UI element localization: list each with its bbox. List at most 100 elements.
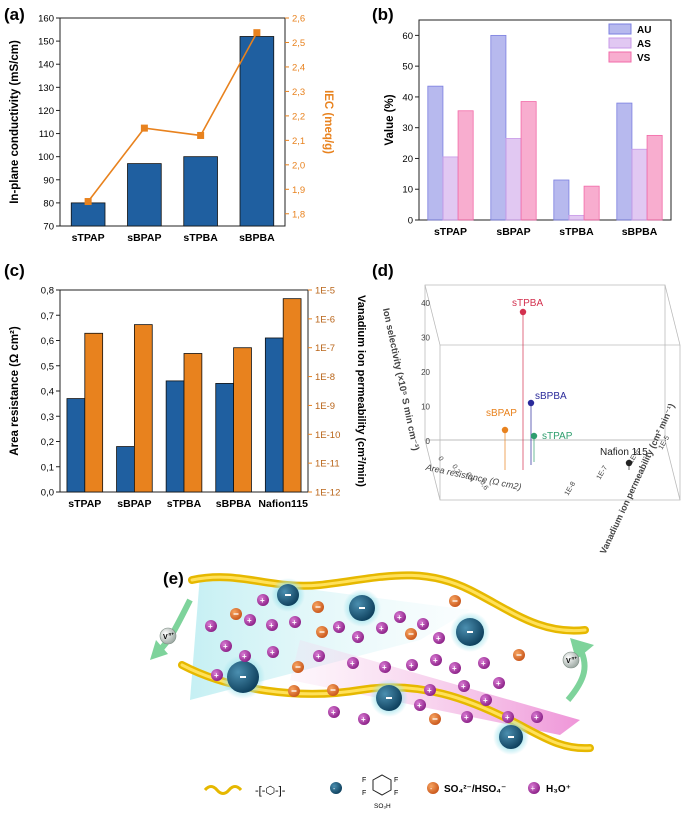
a-iec-polyline — [87, 32, 258, 203]
c-bar-resistance-sBPBA — [215, 383, 235, 493]
panel-a-y2-ticks: 1,8 1,9 2,0 2,1 2,2 2,3 2,4 2,5 2,6 — [285, 14, 305, 220]
b-xlabel: sBPBA — [622, 226, 658, 238]
svg-text:+: + — [452, 664, 457, 673]
svg-text:+: + — [336, 623, 341, 632]
b-bar-sBPBA-VS — [646, 134, 663, 221]
b-bar-sTPAP-VS — [457, 110, 474, 221]
hydronium-ion — [211, 669, 223, 681]
vanadium-ion-sup: n+ — [169, 632, 175, 637]
legend-sulfate-label: SO₄²⁻/HSO₄⁻ — [444, 784, 506, 795]
panel-e-particles: + + + + + + + + + + + + + + + + + + + + + + + + + + + + + + + + — [205, 578, 543, 755]
panel-a-x-labels: sTPAP sBPAP sTPBA sBPBA — [72, 232, 276, 244]
svg-text:+: + — [316, 652, 321, 661]
hydronium-ion — [478, 657, 490, 669]
d-point-label: sTPBA — [512, 298, 543, 309]
a-y2tick-label: 2,0 — [292, 160, 305, 171]
hydronium-ion — [289, 616, 301, 628]
a-ytick-label: 120 — [38, 106, 54, 117]
a-iec-point-sTPBA — [197, 131, 205, 139]
panel-c-y-label: Area resistance (Ω cm²) — [9, 326, 21, 456]
a-bar-sTPAP — [70, 202, 106, 227]
a-ytick-label: 90 — [43, 175, 54, 186]
panel-b-bars — [427, 34, 663, 221]
svg-text:+: + — [417, 701, 422, 710]
a-iec-point-sBPAP — [140, 124, 148, 132]
svg-text:+: + — [247, 616, 252, 625]
b-ytick-label: 50 — [402, 62, 413, 73]
c-xlabel: sTPAP — [68, 498, 101, 510]
b-xlabel: sTPBA — [559, 226, 594, 238]
hydronium-ion — [205, 620, 217, 632]
c-bar-resistance-Nafion115 — [264, 337, 284, 493]
panel-c: (c) 0,00,10,20,30,40,50,60,70,8 1E-12 1E-… — [4, 261, 367, 510]
panel-e-legend: -[-⬡-]- - F F F F SO₃H - SO₄²⁻/HSO₄⁻ + H… — [203, 774, 571, 810]
panel-e-label: (e) — [163, 569, 184, 588]
svg-text:+: + — [433, 656, 438, 665]
c-bar-permeability-sBPBA — [233, 347, 252, 493]
b-legend-swatch-VS — [608, 51, 632, 63]
svg-text:+: + — [355, 633, 360, 642]
d-ztick-label: 30 — [421, 334, 430, 343]
hydronium-ion — [493, 677, 505, 689]
panel-c-label: (c) — [4, 261, 25, 280]
svg-text:+: + — [505, 713, 510, 722]
b-ytick-label: 20 — [402, 154, 413, 165]
c-y2tick-label: 1E-5 — [315, 286, 335, 297]
a-ytick-label: 80 — [43, 198, 54, 209]
legend-f-2: F — [394, 777, 398, 784]
hydronium-ion — [502, 711, 514, 723]
legend-polymer-bracket: -[-⬡-]- — [255, 785, 286, 797]
svg-text:+: + — [427, 686, 432, 695]
c-ytick-label: 0,8 — [41, 286, 54, 297]
c-y2tick-label: 1E-12 — [315, 488, 340, 499]
svg-text:+: + — [461, 682, 466, 691]
c-y2tick-label: 1E-7 — [315, 343, 335, 354]
a-ytick-label: 160 — [38, 14, 54, 25]
legend-polymer-icon — [203, 785, 243, 795]
c-ytick-label: 0,0 — [41, 488, 54, 499]
svg-text:+: + — [409, 661, 414, 670]
panel-d-z-label: Ion selectivity (×10⁵ S min cm⁻³) — [380, 307, 421, 452]
d-point-label: sTPAP — [542, 431, 573, 442]
svg-text:+: + — [270, 648, 275, 657]
panel-c-x-labels: sTPAP sBPAP sTPBA sBPBA Nafion115 — [68, 498, 308, 510]
b-ytick-label: 10 — [402, 185, 413, 196]
hydronium-ion — [333, 621, 345, 633]
d-ytick-label: 1E-8 — [564, 481, 578, 497]
b-bar-sTPBA-AU — [553, 179, 570, 221]
panel-a-y-label: In-plane conductivity (mS/cm) — [9, 40, 21, 204]
a-y2tick-label: 1,8 — [292, 209, 305, 220]
a-iec-point-sBPBA — [253, 29, 261, 37]
svg-text:+: + — [379, 624, 384, 633]
c-xlabel: Nafion115 — [258, 498, 308, 510]
svg-text:+: + — [397, 613, 402, 622]
vanadium-ion-label: V — [566, 658, 571, 665]
panel-d-x-label: Area resistance (Ω cm2) — [424, 462, 522, 492]
d-ztick-label: 0 — [426, 437, 431, 446]
legend-f-1: F — [362, 777, 366, 784]
panel-c-y-ticks: 0,0 0,1 0,2 0,3 0,4 0,5 0,6 0,7 0,8 — [41, 286, 60, 499]
c-y2tick-label: 1E-10 — [315, 430, 340, 441]
c-bar-permeability-Nafion115 — [282, 298, 302, 493]
svg-text:+: + — [242, 652, 247, 661]
b-bar-sBPAP-AS — [505, 138, 522, 221]
d-xtick-label: 0,6 — [478, 480, 489, 492]
d-point-sBPAP — [501, 426, 509, 434]
b-legend-label-AS: AS — [637, 39, 651, 50]
b-bar-sBPBA-AS — [631, 148, 648, 221]
svg-text:+: + — [420, 620, 425, 629]
d-ytick-label: 1E-7 — [596, 465, 610, 481]
c-bar-resistance-sBPAP — [116, 446, 135, 493]
d-ztick-label: 20 — [421, 368, 430, 377]
b-legend-swatch-AU — [608, 23, 632, 35]
c-xlabel: sTPBA — [167, 498, 202, 510]
svg-text:+: + — [534, 713, 539, 722]
hydronium-ion — [424, 684, 436, 696]
vanadium-ion-sup: n+ — [572, 656, 578, 661]
hydronium-ion — [266, 619, 278, 631]
svg-text:+: + — [382, 663, 387, 672]
a-y2tick-label: 2,6 — [292, 14, 305, 25]
legend-hydronium-icon — [528, 782, 540, 794]
